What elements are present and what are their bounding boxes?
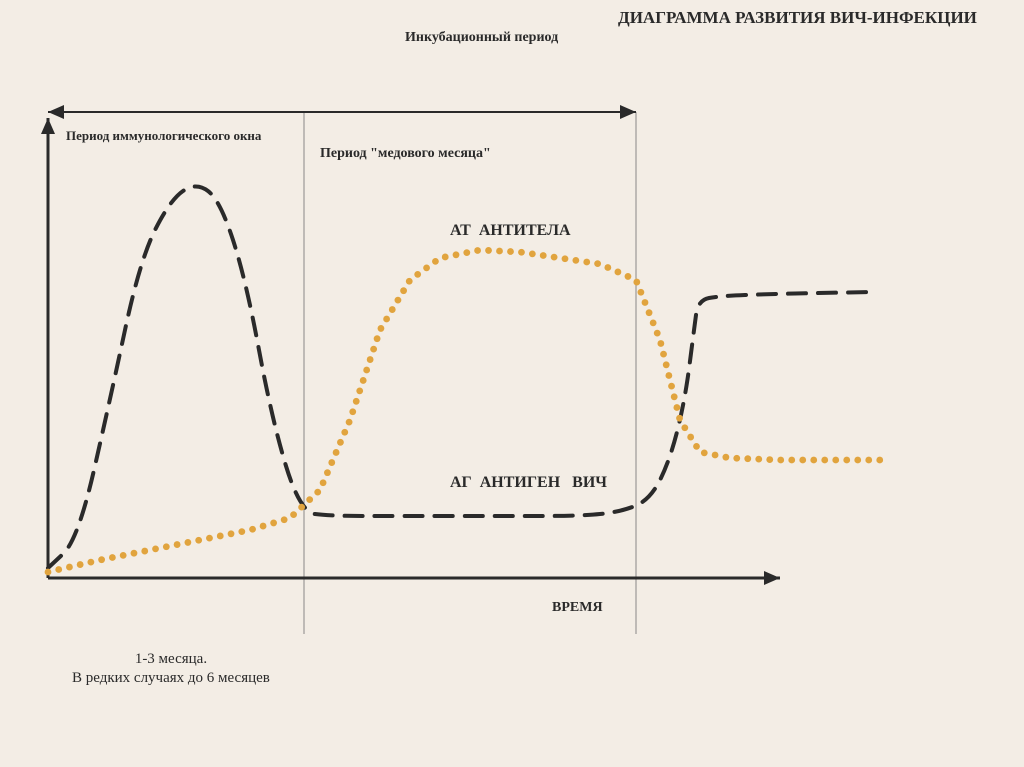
diagram-page: { "canvas": { "w": 1024, "h": 767, "back… (0, 0, 1024, 767)
chart-svg (0, 0, 1024, 767)
